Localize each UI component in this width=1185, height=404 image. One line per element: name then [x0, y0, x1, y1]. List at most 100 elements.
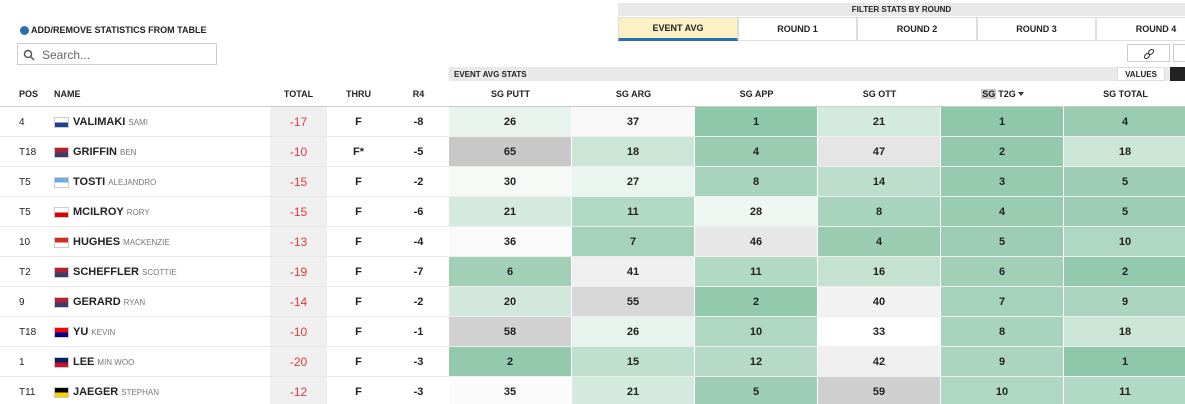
- stat-rank: 37: [572, 107, 695, 137]
- stat-rank: 27: [572, 167, 695, 197]
- player-name[interactable]: YU KEVIN: [54, 317, 254, 347]
- round-tab[interactable]: ROUND 2: [857, 17, 977, 41]
- stat-rank: 59: [818, 377, 941, 404]
- column-header[interactable]: SG PUTT: [490, 89, 530, 99]
- first-name: SAMI: [128, 117, 148, 127]
- stat-rank: 6: [941, 257, 1064, 287]
- stat-rank: 30: [449, 167, 572, 197]
- first-name: ALEJANDRO: [108, 177, 157, 187]
- row-rule: [0, 316, 449, 317]
- search-box[interactable]: Search...: [17, 43, 217, 65]
- last-name: GERARD: [73, 296, 121, 308]
- player-name[interactable]: SCHEFFLER SCOTTIE: [54, 257, 254, 287]
- row-rule: [0, 286, 449, 287]
- stat-rank: 10: [695, 317, 818, 347]
- stat-rank: 10: [941, 377, 1064, 404]
- last-name: VALIMAKI: [73, 116, 126, 128]
- position: T2: [19, 266, 31, 278]
- player-name[interactable]: LEE MIN WOO: [54, 347, 254, 377]
- stat-rank: 7: [572, 227, 695, 257]
- total-column-bg: [270, 107, 327, 404]
- thru: F: [355, 236, 362, 248]
- column-header[interactable]: TOTAL: [283, 89, 314, 99]
- sort-arrow: [1017, 92, 1024, 96]
- stat-rank: 4: [818, 227, 941, 257]
- link-button[interactable]: [1127, 44, 1170, 62]
- stat-rank: 15: [572, 347, 695, 377]
- stat-rank: 55: [572, 287, 695, 317]
- add-remove-link[interactable]: ADD/REMOVE STATISTICS FROM TABLE: [31, 25, 207, 35]
- total: -20: [289, 355, 308, 369]
- flag: [54, 116, 69, 128]
- column-header-text: T2G: [998, 89, 1016, 99]
- position: T11: [19, 386, 36, 398]
- stat-rank: 11: [572, 197, 695, 227]
- column-header[interactable]: SG APP: [739, 89, 774, 99]
- round-4: -6: [413, 206, 424, 218]
- last-name: HUGHES: [73, 236, 121, 248]
- last-name: YU: [73, 326, 89, 338]
- flag: [54, 146, 69, 158]
- row-rule: [0, 166, 449, 167]
- round-4: -8: [413, 116, 424, 128]
- total: -15: [289, 175, 308, 189]
- button[interactable]: [1173, 44, 1185, 62]
- player-name[interactable]: JAEGER STEPHAN: [54, 377, 254, 404]
- round-tab[interactable]: ROUND 4: [1096, 17, 1185, 41]
- column-header[interactable]: SG ARG: [615, 89, 652, 99]
- player-name[interactable]: HUGHES MACKENZIE: [54, 227, 254, 257]
- round-tab[interactable]: ROUND 1: [738, 17, 857, 41]
- column-header[interactable]: SG OTT: [862, 89, 897, 99]
- row-rule: [0, 196, 449, 197]
- round-4: -2: [413, 296, 424, 308]
- rank-button[interactable]: [1170, 67, 1185, 81]
- row-rule: [0, 256, 449, 257]
- position: 1: [19, 356, 25, 368]
- round-tab[interactable]: ROUND 3: [977, 17, 1096, 41]
- player-name[interactable]: MCILROY RORY: [54, 197, 254, 227]
- flag: [54, 176, 69, 188]
- round-4: -4: [413, 236, 424, 248]
- thru: F*: [353, 146, 364, 158]
- total: -10: [289, 145, 308, 159]
- position: 4: [19, 116, 25, 128]
- player-name[interactable]: GRIFFIN BEN: [54, 137, 254, 167]
- round-tab[interactable]: EVENT AVG: [618, 17, 738, 41]
- player-name[interactable]: VALIMAKI SAMI: [54, 107, 254, 137]
- values-button[interactable]: VALUES: [1117, 67, 1165, 81]
- flag: [54, 326, 69, 338]
- stat-rank: 21: [572, 377, 695, 404]
- column-header[interactable]: R4: [412, 89, 425, 99]
- column-header[interactable]: THRU: [346, 89, 371, 99]
- player-name[interactable]: GERARD RYAN: [54, 287, 254, 317]
- search-icon: [23, 49, 35, 61]
- filter-title: FILTER STATS BY ROUND: [618, 3, 1185, 16]
- stat-rank: 11: [695, 257, 818, 287]
- flag: [54, 266, 69, 278]
- header-rule: [0, 106, 1185, 107]
- total: -10: [289, 325, 308, 339]
- stat-rank: 9: [941, 347, 1064, 377]
- stat-rank: 58: [449, 317, 572, 347]
- stat-rank: 46: [695, 227, 818, 257]
- column-header[interactable]: POS: [19, 89, 39, 99]
- first-name: RYAN: [123, 297, 146, 307]
- column-header[interactable]: SG T2G: [941, 82, 1064, 106]
- position: 9: [19, 296, 25, 308]
- last-name: LEE: [73, 356, 95, 368]
- position: T5: [19, 206, 31, 218]
- stat-rank: 1: [1064, 347, 1185, 377]
- stat-rank: 40: [818, 287, 941, 317]
- stat-rank: 12: [695, 347, 818, 377]
- player-name[interactable]: TOSTI ALEJANDRO: [54, 167, 254, 197]
- add-icon[interactable]: [20, 26, 29, 35]
- search-placeholder: Search...: [42, 48, 91, 62]
- stat-rank: 42: [818, 347, 941, 377]
- column-header[interactable]: SG TOTAL: [1103, 89, 1148, 99]
- stat-rank: 2: [941, 137, 1064, 167]
- stat-rank: 33: [818, 317, 941, 347]
- last-name: GRIFFIN: [73, 146, 117, 158]
- column-header[interactable]: NAME: [54, 89, 81, 99]
- position: T5: [19, 176, 31, 188]
